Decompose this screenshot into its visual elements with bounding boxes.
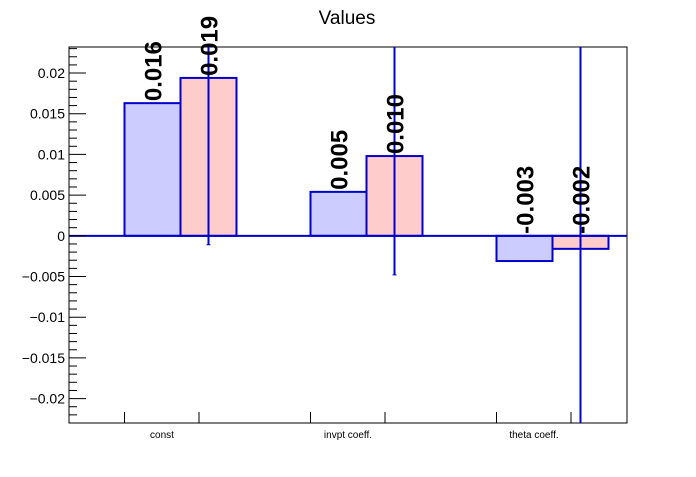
chart-title: Values [319,8,376,29]
y-tick-label: −0.005 [22,269,65,285]
x-axis: const invpt coeff. theta coeff. [124,412,572,441]
value-label: 0.010 [383,94,410,154]
bar-series1-0 [123,102,182,237]
value-label: 0.016 [141,41,168,101]
bar-series1-1 [309,190,368,237]
y-tick-label: −0.02 [30,391,66,407]
y-tick-label: 0.02 [38,65,65,81]
x-tick-label: invpt coeff. [324,430,372,441]
y-tick-label: 0.01 [38,146,65,162]
y-tick-label: −0.015 [22,350,65,366]
bar-series1-2 [495,234,554,263]
value-label: 0.019 [197,16,224,76]
value-label: 0.005 [327,130,354,190]
value-labels-group: 0.016 0.005 -0.003 0.019 0.010 -0.002 [141,16,596,234]
y-tick-label: 0.005 [30,187,65,203]
y-tick-label: 0.015 [30,106,65,122]
y-tick-label: 0 [57,228,65,244]
x-tick-label: theta coeff. [509,430,558,441]
value-label: -0.003 [513,166,540,234]
x-tick-label: const [150,430,174,441]
y-axis: −0.02 −0.015 −0.01 −0.005 0 0.005 0.01 0.015 0.0… [22,48,86,424]
error-bars-group [206,47,582,423]
value-label: -0.002 [569,166,596,234]
y-tick-label: −0.01 [30,309,66,325]
